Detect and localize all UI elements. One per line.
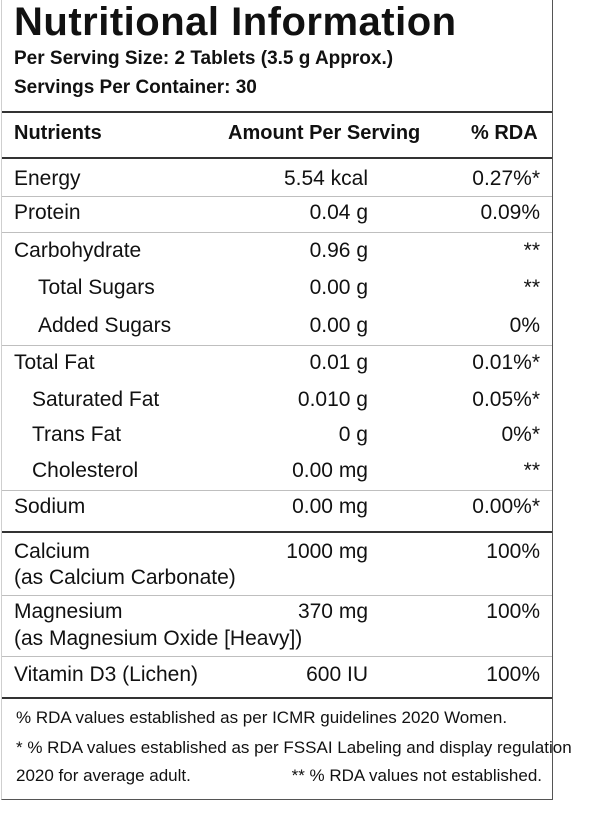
nutrient-name: Total Sugars — [38, 276, 155, 299]
serving-size: Per Serving Size: 2 Tablets (3.5 g Appro… — [14, 48, 394, 69]
footnote-not-established: ** % RDA values not established. — [291, 766, 542, 785]
footnote-fssai-cont: 2020 for average adult. — [16, 766, 191, 785]
nutrient-name: Saturated Fat — [32, 388, 160, 411]
nutrient-rda: 0.00%* — [472, 495, 540, 518]
nutrient-name: Total Fat — [14, 351, 95, 374]
nutrient-name: Cholesterol — [32, 459, 139, 482]
nutrient-name: Energy — [14, 167, 81, 190]
header-nutrients: Nutrients — [14, 122, 102, 144]
row-divider — [2, 196, 552, 197]
nutrition-panel: Nutritional Information Per Serving Size… — [1, 0, 572, 800]
servings-per-container: Servings Per Container: 30 — [14, 77, 257, 98]
nutrient-rda: 0%* — [501, 423, 540, 446]
nutrient-name: Protein — [14, 201, 81, 224]
row-divider — [2, 345, 552, 346]
nutrient-rda: 100% — [486, 663, 540, 686]
row-divider — [2, 656, 552, 657]
nutrient-rda: 0.27%* — [472, 167, 540, 190]
divider-top — [2, 111, 552, 113]
nutrient-name: Carbohydrate — [14, 239, 142, 262]
nutrient-amount: 600 IU — [306, 663, 368, 686]
nutrient-amount: 0.010 g — [297, 388, 368, 411]
nutrient-amount: 0.01 g — [309, 351, 368, 374]
nutrient-rda: ** — [523, 276, 540, 299]
nutrient-amount: 0.96 g — [309, 239, 368, 262]
header-amount: Amount Per Serving — [228, 122, 421, 144]
nutrient-rda: 0.01%* — [472, 351, 540, 374]
nutrient-rda: ** — [523, 459, 540, 482]
nutrient-source: (as Magnesium Oxide [Heavy]) — [14, 627, 303, 650]
divider-minerals — [2, 531, 552, 533]
nutrient-amount: 0 g — [338, 423, 368, 446]
divider-footnotes — [2, 697, 552, 699]
row-divider — [2, 490, 552, 491]
nutrient-rda: 0% — [509, 314, 540, 337]
nutrient-rda: 100% — [486, 600, 540, 623]
page-title: Nutritional Information — [14, 0, 457, 44]
nutrient-name: Sodium — [14, 495, 86, 518]
nutrient-rda: ** — [523, 239, 540, 262]
nutrient-rda: 0.05%* — [472, 388, 540, 411]
nutrient-name: Vitamin D3 (Lichen) — [14, 663, 199, 686]
row-divider — [2, 595, 552, 596]
row-divider — [2, 232, 552, 233]
nutrient-amount: 0.00 mg — [292, 495, 368, 518]
nutrient-amount: 0.00 mg — [292, 459, 368, 482]
nutrient-name: Magnesium — [14, 600, 123, 623]
nutrient-amount: 0.00 g — [309, 314, 368, 337]
nutrient-amount: 5.54 kcal — [283, 167, 368, 190]
nutrient-amount: 1000 mg — [286, 540, 368, 563]
nutrient-name: Added Sugars — [38, 314, 172, 337]
nutrient-name: Calcium — [14, 540, 90, 563]
nutrient-name: Trans Fat — [32, 423, 122, 446]
divider-header — [2, 157, 552, 159]
nutrient-amount: 0.00 g — [309, 276, 368, 299]
nutrient-amount: 370 mg — [297, 600, 368, 623]
nutrient-rda: 0.09% — [480, 201, 540, 224]
nutrient-rda: 100% — [486, 540, 540, 563]
footnote-fssai: * % RDA values established as per FSSAI … — [16, 738, 572, 757]
footnote-icmr: % RDA values established as per ICMR gui… — [16, 708, 508, 727]
nutrient-source: (as Calcium Carbonate) — [14, 566, 236, 589]
nutrient-amount: 0.04 g — [309, 201, 368, 224]
header-rda: % RDA — [471, 122, 538, 144]
